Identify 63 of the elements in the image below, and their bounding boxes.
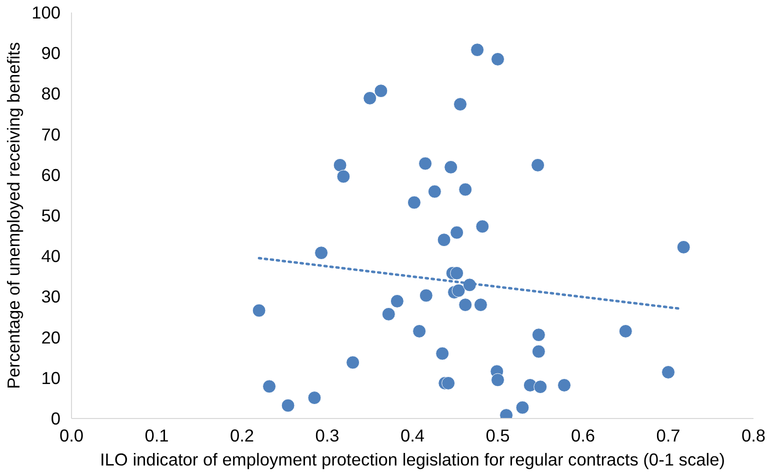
point xyxy=(363,91,377,105)
y-tick-label: 0 xyxy=(50,408,61,428)
x-tick-label: 0.6 xyxy=(570,426,596,446)
point xyxy=(314,246,328,260)
point xyxy=(618,324,632,338)
point xyxy=(676,240,690,254)
point xyxy=(458,182,472,196)
point xyxy=(532,344,546,358)
point xyxy=(491,373,504,387)
point xyxy=(444,160,458,174)
point xyxy=(516,400,530,414)
point xyxy=(534,380,548,394)
y-tick-label: 100 xyxy=(32,2,61,22)
point xyxy=(390,294,404,308)
point xyxy=(491,52,504,66)
x-tick-label: 0.7 xyxy=(656,426,680,446)
x-tick-label: 0.5 xyxy=(486,426,510,446)
point xyxy=(557,378,571,392)
y-tick-label: 10 xyxy=(41,368,61,388)
point xyxy=(450,226,464,240)
point xyxy=(382,307,396,321)
point xyxy=(437,233,451,247)
point xyxy=(442,376,456,390)
point xyxy=(452,284,466,298)
y-tick-label: 90 xyxy=(41,43,61,64)
y-tick-label: 20 xyxy=(41,327,61,348)
y-tick-label: 80 xyxy=(41,84,61,104)
point xyxy=(407,196,421,210)
point xyxy=(346,356,360,370)
point xyxy=(262,380,276,394)
point xyxy=(532,328,546,342)
x-tick-label: 0.8 xyxy=(741,426,766,446)
y-tick-label: 70 xyxy=(41,124,61,144)
y-axis-title: Percentage of unemployed receiving benefits xyxy=(4,42,24,389)
point xyxy=(374,84,388,98)
point xyxy=(418,156,432,170)
point xyxy=(308,391,322,405)
x-tick-label: 0.3 xyxy=(315,426,340,446)
y-tick-label: 50 xyxy=(41,206,61,226)
point xyxy=(662,365,675,379)
y-tick-label: 60 xyxy=(41,164,61,185)
point xyxy=(436,346,450,360)
point xyxy=(333,158,347,172)
point xyxy=(470,43,484,57)
x-tick-label: 0.4 xyxy=(400,426,425,446)
y-tick-label: 30 xyxy=(41,286,61,307)
point xyxy=(453,98,467,111)
point xyxy=(450,266,464,280)
point xyxy=(474,298,488,312)
point xyxy=(531,158,545,172)
point xyxy=(428,184,442,198)
y-tick-label: 40 xyxy=(41,246,61,266)
x-tick-label: 0.0 xyxy=(59,426,84,446)
point xyxy=(419,288,433,302)
point xyxy=(458,298,472,312)
point xyxy=(336,170,350,184)
point xyxy=(252,304,266,318)
point xyxy=(281,398,295,412)
point xyxy=(476,220,490,234)
x-axis-title: ILO indicator of employment protection legislation for regular contracts (0-1 scale) xyxy=(100,450,726,470)
x-tick-label: 0.1 xyxy=(144,426,169,446)
x-tick-label: 0.2 xyxy=(230,426,254,446)
point xyxy=(412,324,426,338)
